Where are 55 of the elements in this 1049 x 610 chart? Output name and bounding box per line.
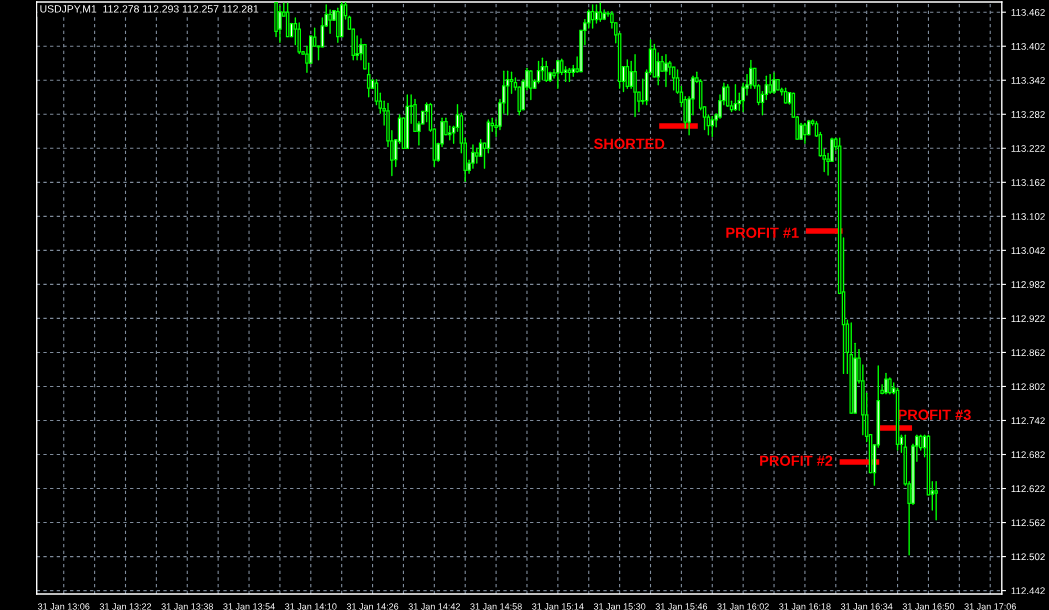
- candlestick: [529, 69, 533, 101]
- candlestick: [629, 60, 633, 89]
- annotation: PROFIT #2: [760, 455, 833, 466]
- x-tick-label: 31 Jan 16:18: [779, 603, 831, 610]
- y-tick-label: 112.442: [1011, 587, 1045, 595]
- y-tick-label: 112.982: [1011, 281, 1045, 289]
- candlestick: [668, 60, 672, 76]
- chart-title: USDJPY,M1 112.278 112.293 112.257 112.281: [40, 5, 259, 14]
- candlestick: [278, 5, 282, 43]
- candlestick: [556, 59, 560, 89]
- x-tick-label: 31 Jan 13:38: [161, 603, 213, 610]
- y-tick-label: 113.342: [1011, 76, 1045, 84]
- y-tick-label: 113.402: [1011, 42, 1045, 50]
- x-tick-label: 31 Jan 15:30: [593, 603, 646, 610]
- y-tick-label: 112.502: [1011, 553, 1045, 561]
- y-tick-label: 112.622: [1011, 485, 1045, 493]
- x-tick-label: 31 Jan 16:02: [717, 603, 769, 610]
- candlestick: [772, 72, 776, 94]
- y-tick-label: 112.562: [1011, 519, 1045, 527]
- y-tick-label: 112.742: [1011, 417, 1045, 425]
- candlestick: [664, 54, 668, 88]
- x-tick-label: 31 Jan 14:58: [470, 603, 522, 610]
- y-tick-label: 113.222: [1011, 145, 1045, 152]
- candlestick: [768, 73, 772, 94]
- y-tick-label: 113.102: [1011, 213, 1045, 220]
- x-tick-label: 31 Jan 13:54: [223, 603, 275, 610]
- x-tick-label: 31 Jan 16:34: [840, 603, 893, 610]
- candlestick: [884, 372, 888, 395]
- candlestick: [505, 70, 510, 116]
- y-tick-label: 112.922: [1011, 315, 1045, 323]
- annotation: PROFIT #1: [726, 227, 799, 238]
- x-tick-label: 31 Jan 15:14: [532, 603, 584, 610]
- y-tick-label: 112.802: [1011, 383, 1045, 391]
- candlestick: [328, 9, 332, 34]
- candlestick: [803, 122, 807, 144]
- x-tick-label: 31 Jan 14:42: [408, 603, 460, 610]
- y-tick-label: 113.042: [1011, 247, 1045, 254]
- candlestick: [509, 71, 514, 94]
- x-tick-label: 31 Jan 15:46: [655, 603, 708, 610]
- annotation: SHORTED: [594, 138, 665, 149]
- x-tick-label: 31 Jan 13:06: [37, 603, 90, 610]
- annotation: PROFIT #3: [898, 409, 971, 420]
- candlestick: [934, 481, 938, 521]
- x-tick-label: 31 Jan 13:22: [99, 603, 152, 610]
- y-tick-label: 112.862: [1011, 349, 1045, 357]
- candlestick: [725, 84, 730, 108]
- x-tick-label: 31 Jan 14:10: [285, 603, 337, 610]
- x-tick-label: 31 Jan 14:26: [346, 603, 399, 610]
- candlestick: [633, 54, 637, 118]
- x-tick-label: 31 Jan 16:50: [902, 603, 955, 610]
- y-tick-label: 112.682: [1011, 451, 1045, 459]
- y-tick-label: 113.462: [1011, 8, 1045, 16]
- y-tick-label: 113.282: [1011, 111, 1045, 118]
- y-tick-label: 113.162: [1011, 179, 1045, 186]
- x-tick-label: 31 Jan 17:06: [964, 603, 1016, 610]
